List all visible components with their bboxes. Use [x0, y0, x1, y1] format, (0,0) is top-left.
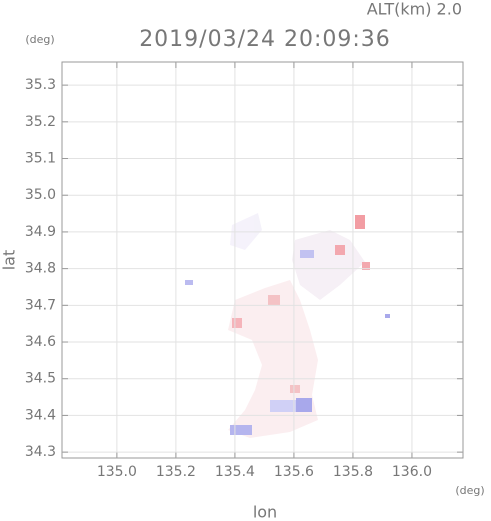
x-tick-label: 135.4 [215, 464, 255, 480]
echo-blob [232, 318, 242, 328]
y-axis-label: lat [0, 250, 19, 271]
x-tick-label: 136.0 [392, 464, 432, 480]
y-unit: (deg) [25, 33, 54, 46]
echo-blob [228, 280, 318, 438]
y-tick-label: 34.5 [25, 371, 56, 387]
y-tick-label: 34.3 [25, 444, 56, 460]
echo-blob [385, 314, 390, 318]
plot-frame [61, 61, 464, 459]
y-tick-label: 34.9 [25, 224, 56, 240]
echo-blob [355, 215, 365, 229]
echo-blob [335, 245, 345, 255]
subtitle: ALT(km) 2.0 [367, 0, 462, 19]
y-tick-label: 35.2 [25, 114, 56, 130]
y-tick-label: 35.1 [25, 151, 56, 167]
y-tick-label: 35.3 [25, 77, 56, 93]
echo-blob [292, 230, 365, 300]
x-tick-label: 135.8 [333, 464, 373, 480]
echo-blob [296, 398, 312, 412]
y-tick-label: 34.8 [25, 261, 56, 277]
echo-blob [268, 295, 280, 305]
y-tick-label: 34.7 [25, 297, 56, 313]
x-unit: (deg) [455, 484, 484, 497]
x-axis-label: lon [253, 503, 277, 521]
echo-blob [362, 262, 370, 270]
x-tick-label: 135.0 [97, 464, 137, 480]
x-tick-label: 135.6 [274, 464, 314, 480]
y-tick-label: 34.4 [25, 407, 56, 423]
echo-blob [185, 280, 193, 285]
echo-blob [290, 385, 300, 393]
chart-title: 2019/03/24 20:09:36 [139, 27, 391, 52]
x-tick-label: 135.2 [156, 464, 196, 480]
echo-blob [300, 250, 314, 258]
y-tick-label: 34.6 [25, 334, 56, 350]
y-tick-label: 35.0 [25, 187, 56, 203]
radar-echo [185, 213, 390, 438]
echo-blob [230, 425, 252, 435]
